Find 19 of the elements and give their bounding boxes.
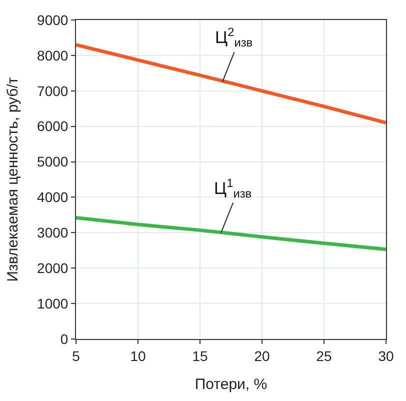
x-tick-label: 5 xyxy=(72,348,80,364)
y-tick-label: 4000 xyxy=(37,189,68,206)
y-tick-label: 0 xyxy=(60,330,68,347)
y-tick-label: 9000 xyxy=(37,12,68,28)
x-axis-title: Потери, % xyxy=(194,376,268,393)
x-tick-label: 15 xyxy=(192,348,208,364)
x-tick-label: 30 xyxy=(378,348,394,364)
line-series xyxy=(76,216,386,252)
y-tick-label: 5000 xyxy=(37,154,68,170)
x-tick-label: 25 xyxy=(316,348,332,364)
y-tick-label: 3000 xyxy=(37,224,68,241)
x-tick-label: 10 xyxy=(130,348,146,364)
y-tick-label: 7000 xyxy=(37,82,68,99)
y-tick-label: 1000 xyxy=(37,295,68,312)
y-tick-label: 8000 xyxy=(37,47,68,64)
y-tick-label: 2000 xyxy=(37,260,68,276)
y-tick-label: 6000 xyxy=(37,118,68,134)
y-axis-title: Извлекаемая ценность, руб/т xyxy=(4,77,22,282)
x-tick-label: 20 xyxy=(254,348,270,364)
